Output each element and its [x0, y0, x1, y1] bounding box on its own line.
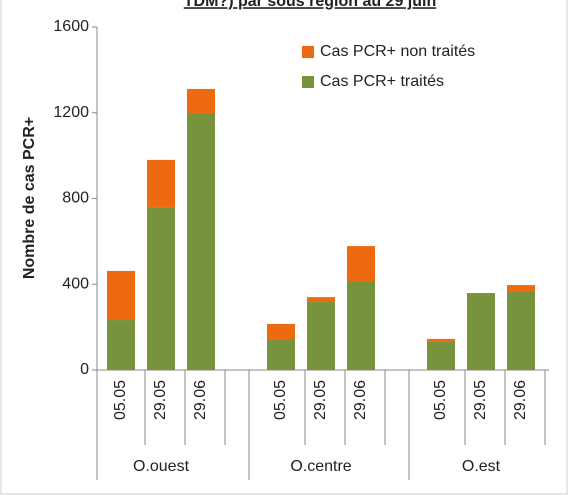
bar-segment	[347, 246, 375, 282]
y-tick-label: 1200	[53, 104, 89, 121]
chart-title: TDM?) par sous région au 29 juin	[184, 0, 436, 10]
group-label: O.est	[462, 458, 501, 475]
bar-segment	[107, 270, 135, 321]
y-axis-label: Nombre de cas PCR+	[21, 117, 38, 279]
bar-segment	[187, 88, 215, 113]
bar-segment	[147, 207, 175, 370]
bar-segment	[307, 302, 335, 370]
x-tick-label: 29.05	[472, 380, 489, 420]
bar-segment	[107, 320, 135, 370]
group-label: O.ouest	[133, 458, 190, 475]
group-label: O.centre	[290, 458, 351, 475]
y-tick-label: 400	[62, 275, 89, 292]
bar-segment	[467, 293, 495, 370]
y-tick-label: 1600	[53, 18, 89, 35]
x-tick-label: 29.06	[512, 380, 529, 420]
x-tick-label: 29.06	[352, 380, 369, 420]
bar-segment	[267, 323, 295, 340]
bar-segment	[147, 159, 175, 208]
bar-segment	[427, 341, 455, 370]
x-tick-label: 05.05	[272, 380, 289, 420]
x-tick-label: 29.06	[192, 380, 209, 420]
bar-segment	[307, 297, 335, 303]
bar-segment	[267, 339, 295, 370]
bar-segment	[347, 281, 375, 370]
legend-swatch	[302, 46, 314, 58]
x-tick-label: 29.05	[152, 380, 169, 420]
bar-segment	[427, 338, 455, 342]
legend-swatch	[302, 76, 314, 88]
x-tick-label: 29.05	[312, 380, 329, 420]
legend-label: Cas PCR+ traités	[320, 73, 444, 90]
bar-segment	[507, 291, 535, 370]
y-tick-label: 0	[80, 361, 89, 378]
x-tick-label: 05.05	[432, 380, 449, 420]
bar-segment	[187, 112, 215, 370]
x-tick-label: 05.05	[112, 380, 129, 420]
y-tick-label: 800	[62, 190, 89, 207]
bar-segment	[507, 285, 535, 292]
legend-label: Cas PCR+ non traités	[320, 43, 475, 60]
